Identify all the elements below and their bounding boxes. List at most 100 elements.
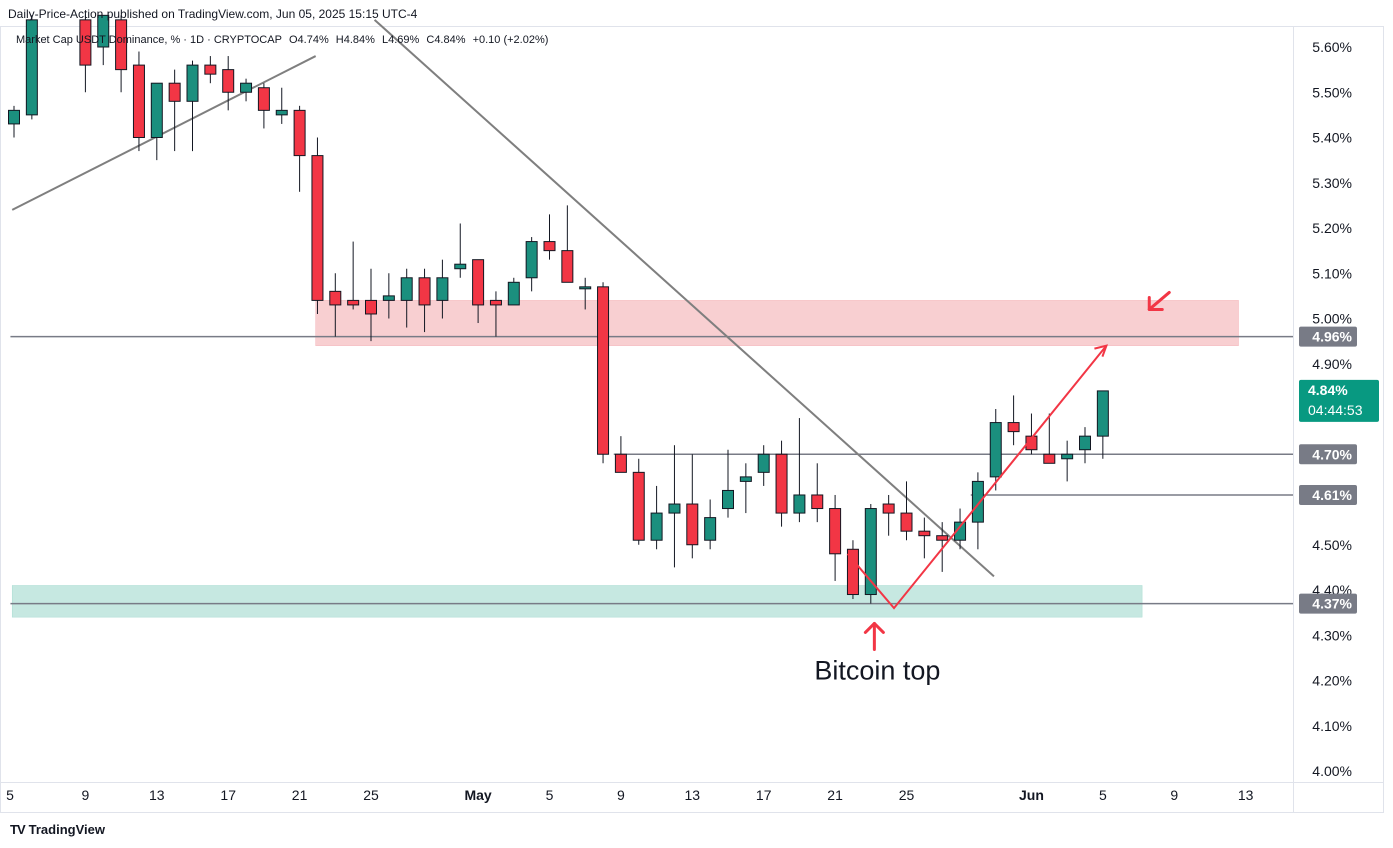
candle-body: [722, 489, 734, 510]
candle-up: [436, 259, 449, 319]
arrow-head: [863, 621, 885, 634]
candle-down: [1025, 413, 1038, 455]
candle-body: [240, 82, 253, 93]
candle-down: [168, 69, 181, 152]
legend-symbol: Market Cap USDT Dominance, % · 1D · CRYP…: [16, 34, 282, 46]
candle-body: [704, 517, 717, 541]
candle-up: [722, 449, 734, 518]
candle-up: [1079, 427, 1091, 464]
candle-up: [704, 499, 717, 550]
candle-body: [989, 422, 1002, 478]
level-badge-4-37: 4.37%: [1299, 593, 1357, 614]
candle-up: [793, 418, 806, 523]
bar-countdown-label: 04:44:53: [1308, 402, 1363, 418]
bitcoin-top-label: Bitcoin top: [814, 655, 940, 685]
time-tick-label: Jun: [1019, 787, 1044, 803]
candle-body: [1096, 390, 1109, 437]
annotations: Bitcoin top: [814, 290, 1171, 685]
badge-text: 4.96%: [1312, 329, 1352, 345]
candle-down: [918, 517, 931, 559]
falling-trendline: [373, 19, 995, 578]
time-tick-label: 13: [685, 787, 701, 803]
candle-body: [614, 453, 627, 473]
badge-background: [1299, 379, 1379, 422]
candle-down: [775, 440, 788, 527]
arrow-shaft: [1147, 290, 1171, 311]
candle-up: [989, 409, 1002, 491]
candle-down: [257, 83, 270, 129]
tradingview-brand[interactable]: TV TradingView: [10, 822, 105, 837]
grid: [0, 26, 1384, 813]
candle-down: [1007, 395, 1020, 446]
candle-body: [918, 530, 931, 537]
candle-body: [882, 503, 895, 514]
rising-trendline: [11, 55, 317, 211]
badge-text: 4.37%: [1312, 596, 1352, 612]
candle-down: [561, 205, 574, 283]
candle-up: [579, 277, 592, 310]
candle-down: [204, 56, 217, 84]
symbol-legend[interactable]: Market Cap USDT Dominance, % · 1D · CRYP…: [16, 34, 552, 46]
price-badges: 4.96% 4.70% 4.61% 4.37% 4.84% 04:44:53: [1299, 326, 1379, 614]
candle-up: [739, 463, 752, 514]
projection-arrowhead-icon: [1094, 344, 1109, 357]
candle-up: [668, 445, 681, 568]
badge-text: 4.61%: [1312, 487, 1352, 503]
candle-down: [632, 458, 645, 545]
candle-up: [971, 472, 984, 550]
candle-up: [186, 60, 199, 152]
price-tick-label: 5.60%: [1312, 39, 1352, 55]
price-tick-label: 4.00%: [1312, 763, 1352, 779]
candle-body: [900, 512, 913, 532]
candle-up: [400, 268, 413, 328]
candle-body: [525, 241, 538, 279]
candle-body: [400, 277, 413, 301]
candle-body: [971, 480, 984, 523]
price-tick-label: 4.10%: [1312, 718, 1352, 734]
level-badge-4-96: 4.96%: [1299, 326, 1357, 347]
time-tick-label: 21: [292, 787, 308, 803]
chart-border: [0, 26, 1384, 813]
time-tick-label: 13: [1238, 787, 1254, 803]
tradingview-logo-icon: TV: [10, 822, 26, 837]
candle-up: [525, 237, 538, 292]
candle-body: [489, 299, 502, 306]
candle-body: [846, 548, 859, 596]
candle-body: [1061, 453, 1074, 460]
time-tick-label: 9: [1170, 787, 1178, 803]
candle-body: [257, 87, 270, 111]
candle-body: [79, 19, 92, 66]
candle-body: [418, 277, 431, 306]
candle-body: [150, 82, 163, 138]
legend-low: L4.69%: [382, 34, 420, 46]
legend-change: +0.10 (+2.02%): [472, 34, 549, 46]
candle-body: [793, 494, 806, 514]
price-tick-label: 5.30%: [1312, 175, 1352, 191]
time-tick-label: 13: [149, 787, 165, 803]
candle-up: [97, 14, 110, 66]
candle-down: [347, 241, 360, 310]
candle-down: [543, 214, 556, 260]
time-tick-label: 25: [363, 787, 379, 803]
candle-body: [579, 286, 592, 290]
candle-body: [1007, 422, 1020, 433]
candles: [8, 14, 1109, 604]
candle-body: [115, 19, 128, 71]
badge-background: [1299, 444, 1357, 465]
candle-body: [507, 281, 520, 306]
candle-down: [882, 494, 895, 536]
candle-down: [222, 56, 235, 111]
publisher-line: Daily-Price-Action published on TradingV…: [8, 7, 418, 21]
candle-down: [79, 15, 92, 93]
time-tick-label: 21: [827, 787, 843, 803]
candle-body: [864, 508, 877, 596]
projection-path: [846, 345, 1108, 610]
candle-body: [275, 109, 288, 116]
candle-up: [240, 78, 253, 102]
time-tick-label: 17: [756, 787, 772, 803]
time-axis[interactable]: 5 9 13 17 21 25 May 5 9 13 17 21 25 Jun 5 9 13: [6, 787, 1254, 803]
time-tick-label: 5: [6, 787, 14, 803]
candle-up: [1096, 390, 1109, 459]
badge-background: [1299, 484, 1357, 505]
candle-body: [311, 155, 324, 301]
